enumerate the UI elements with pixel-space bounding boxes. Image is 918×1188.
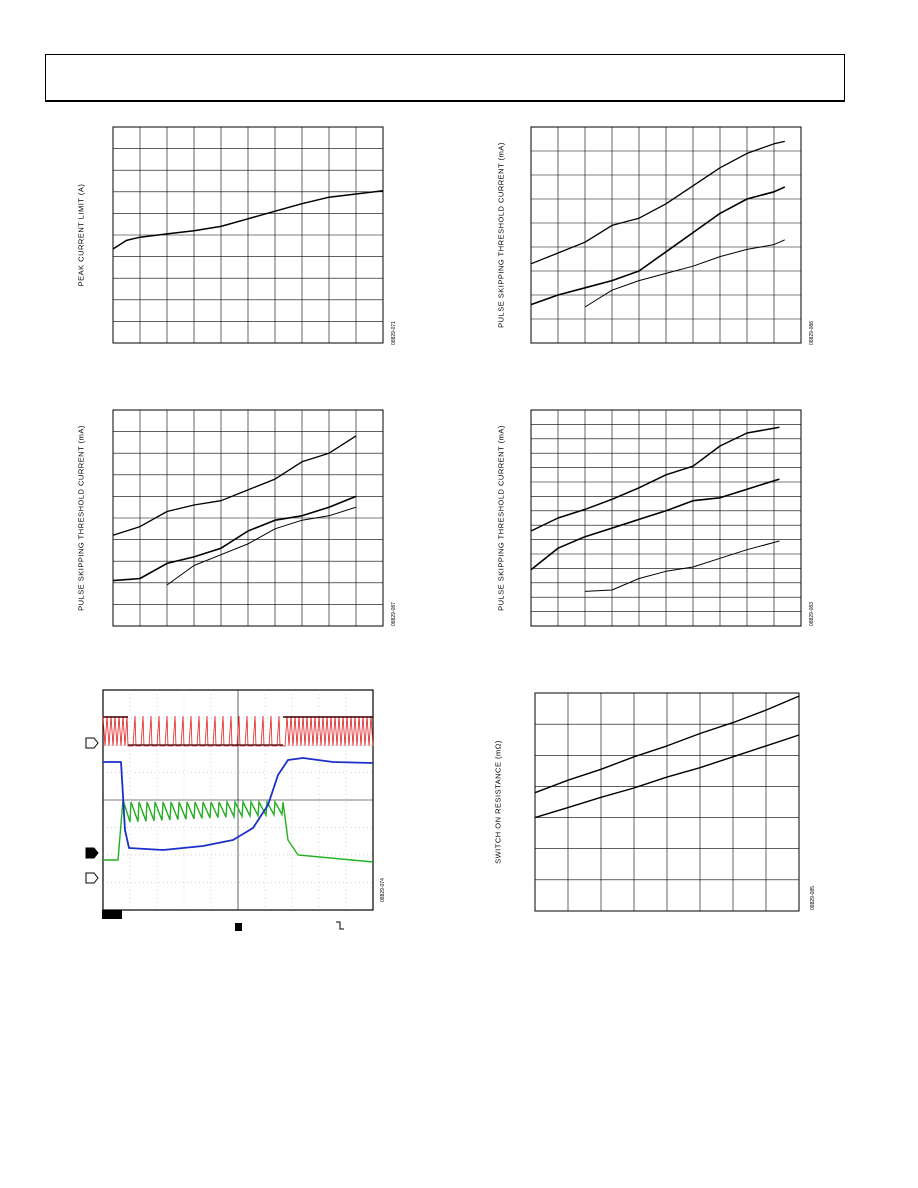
figure-id: 08829-074 (380, 878, 386, 902)
y-axis-label: PULSE SKIPPING THRESHOLD CURRENT (mA) (496, 425, 506, 611)
y-axis-label: PULSE SKIPPING THRESHOLD CURRENT (mA) (496, 142, 506, 328)
oscilloscope-capture (102, 689, 374, 911)
series-line-2 (530, 186, 786, 306)
series-line-3 (584, 239, 786, 308)
figure-id: 08829-088 (809, 321, 815, 345)
series-line-1 (112, 189, 384, 250)
figure-id: 08829-087 (391, 602, 397, 626)
figure-id: 08829-085 (810, 886, 816, 910)
series-line-2 (530, 478, 780, 571)
figure-id: 08829-071 (391, 321, 397, 345)
chart-plot-area (534, 692, 800, 912)
ch2-trace (103, 757, 374, 851)
series-line-3 (166, 506, 357, 586)
series-line-2 (112, 495, 357, 582)
page-header-box (45, 54, 845, 102)
scope-markers (85, 737, 122, 919)
scope-screen (102, 689, 374, 911)
plot-frame (112, 126, 384, 344)
scope-bottom-markers (235, 921, 344, 931)
chart-plot-area (112, 409, 384, 627)
series-line-2 (534, 734, 800, 819)
y-axis-label: SWITCH ON RESISTANCE (mΩ) (493, 740, 503, 864)
chart-peak-current-limit (112, 126, 384, 344)
chart-plot-area (112, 126, 384, 344)
scope-label-block-icon (102, 910, 122, 919)
series-line-3 (584, 540, 780, 592)
ch1-trace (102, 715, 374, 747)
chart-plot-area (530, 409, 802, 627)
scope-mid-block-icon (235, 923, 242, 931)
ch3-marker-icon (85, 872, 99, 884)
plot-frame (530, 126, 802, 344)
series-line-1 (530, 426, 780, 532)
chart-pulse-skipping-threshold-3 (530, 409, 802, 627)
series-line-1 (530, 140, 785, 265)
chart-plot-area (530, 126, 802, 344)
y-axis-label: PEAK CURRENT LIMIT (A) (76, 183, 86, 287)
chart-pulse-skipping-threshold-2 (112, 409, 384, 627)
chart-switch-on-resistance (534, 692, 800, 912)
series-line-1 (534, 695, 800, 794)
ch2-marker-icon (85, 847, 99, 859)
figure-id: 08829-083 (809, 602, 815, 626)
trigger-edge-icon (336, 921, 344, 930)
ch1-marker-icon (85, 737, 99, 749)
plot-frame (112, 409, 384, 627)
plot-frame (534, 692, 800, 912)
y-axis-label: PULSE SKIPPING THRESHOLD CURRENT (mA) (76, 425, 86, 611)
series-line-1 (112, 435, 357, 536)
plot-frame (530, 409, 802, 627)
chart-pulse-skipping-threshold-1 (530, 126, 802, 344)
